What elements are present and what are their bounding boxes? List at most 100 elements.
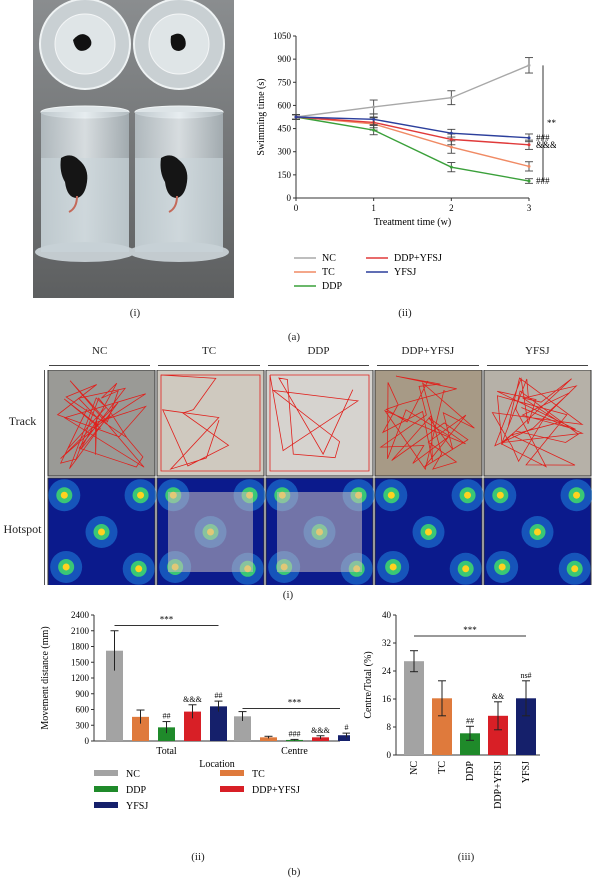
- y-tick-label: 900: [76, 689, 90, 699]
- legend-label-yfsj: YFSJ: [126, 801, 148, 812]
- group-header-ddp-yfsj: DDP+YFSJ: [377, 345, 479, 366]
- bar-centre-nc: [234, 716, 251, 741]
- x-tick-label: 0: [294, 203, 299, 213]
- y-tick-label: 16: [382, 694, 392, 704]
- bar-centre-ddp-yfsj: [312, 737, 329, 741]
- bar-ddp-yfsj: [488, 715, 508, 755]
- y-tick-label: 1050: [273, 31, 292, 41]
- swimming-time-chart: 0 150 300 450 600 750 900 1050 0 1 2 3 Treatment tim…: [256, 31, 556, 292]
- data-point-ddp-yfsj: [449, 137, 453, 141]
- hotspot-core: [137, 491, 145, 499]
- x-tick-label: 3: [527, 203, 532, 213]
- row-label-hotspot: Hotspot: [3, 522, 42, 536]
- data-point-nc: [372, 105, 376, 109]
- series-line-yfsj: [295, 116, 530, 139]
- y-tick-label: 300: [76, 720, 90, 730]
- series-line-ddp: [295, 116, 530, 182]
- sig-mark: ###: [289, 729, 301, 738]
- y-axis-title: Centre/Total (%): [363, 651, 374, 718]
- legend-label-tc: TC: [252, 769, 265, 780]
- sig-annotation: ***: [160, 615, 174, 625]
- bar-total-nc: [106, 650, 123, 741]
- y-tick-label: 2400: [71, 610, 90, 620]
- caption-b-ii: (ii): [191, 851, 205, 863]
- y-tick-label: 32: [382, 638, 391, 648]
- hotspot-core: [135, 565, 143, 573]
- hotspot-core: [534, 528, 541, 536]
- sig-annotation: ***: [547, 118, 556, 128]
- category-label-centre: Centre: [281, 746, 308, 757]
- y-tick-label: 150: [278, 170, 292, 180]
- data-point-tc: [449, 145, 453, 149]
- data-point-yfsj: [527, 136, 531, 140]
- data-point-nc: [527, 63, 531, 67]
- y-tick-label: 300: [278, 147, 292, 157]
- data-point-yfsj: [449, 131, 453, 135]
- legend-label-ddp-yfsj: DDP+YFSJ: [394, 253, 442, 264]
- legend-label-ddp: DDP: [126, 785, 146, 796]
- legend-swatch-ddp-yfsj: [220, 786, 244, 792]
- legend-label-tc: TC: [322, 267, 335, 278]
- swim-test-photo: [33, 0, 234, 298]
- y-axis-title: Swimming time (s): [256, 78, 267, 155]
- category-label-tc: TC: [437, 761, 448, 774]
- data-point-ddp: [449, 165, 453, 169]
- x-axis-title: Treatment time (w): [374, 217, 451, 228]
- bar-total-yfsj: [210, 706, 227, 741]
- sig-mark: &&&: [311, 726, 330, 735]
- y-tick-label: 24: [382, 666, 392, 676]
- bar-ddp: [460, 733, 480, 755]
- track-hotspot-grid: [47, 370, 592, 585]
- y-tick-label: 1800: [71, 642, 90, 652]
- bar-total-tc: [132, 716, 149, 741]
- sig-annotation: ***: [288, 697, 302, 707]
- group-header-yfsj: YFSJ: [486, 345, 588, 366]
- y-tick-label: 900: [278, 54, 292, 64]
- caption-a-ii: (ii): [398, 307, 412, 319]
- hotspot-core: [425, 528, 432, 536]
- category-label-ddp-yfsj: DDP+YFSJ: [493, 761, 504, 809]
- y-tick-label: 0: [85, 736, 90, 746]
- caption-b-i: (i): [282, 589, 294, 601]
- hotspot-haze: [168, 492, 253, 572]
- data-point-yfsj: [294, 115, 298, 119]
- bar-yfsj: [516, 698, 536, 755]
- data-point-tc: [527, 164, 531, 168]
- row-label-track: Track: [8, 414, 37, 428]
- sig-mark: ns#: [520, 671, 531, 680]
- sig-mark-ddp-yfsj: &&&: [536, 140, 556, 150]
- centre-total-chart: 0 8 16 24 32 40 Centre/Total (%) NC TC ## DDP && DDP…: [363, 610, 540, 809]
- sig-mark: &&: [492, 692, 505, 701]
- category-label-yfsj: YFSJ: [521, 761, 532, 783]
- data-point-ddp: [527, 179, 531, 183]
- legend-swatch-ddp: [94, 786, 118, 792]
- category-label-ddp: DDP: [465, 761, 476, 781]
- series-line-tc: [295, 116, 530, 168]
- data-point-nc: [449, 96, 453, 100]
- sig-mark: ##: [215, 691, 223, 700]
- y-tick-label: 1200: [71, 673, 90, 683]
- y-tick-label: 600: [76, 705, 90, 715]
- y-tick-label: 1500: [71, 657, 90, 667]
- sig-annotation: ***: [463, 625, 477, 635]
- bar-total-ddp-yfsj: [184, 711, 201, 741]
- series-line-nc: [295, 64, 530, 118]
- swim-test-illustration: [33, 0, 234, 298]
- y-tick-label: 600: [278, 100, 292, 110]
- data-point-ddp: [372, 128, 376, 132]
- y-tick-label: 750: [278, 77, 292, 87]
- hotspot-core: [573, 491, 581, 499]
- group-header-nc: NC: [49, 345, 151, 366]
- y-tick-label: 40: [382, 610, 392, 620]
- category-label-total: Total: [156, 746, 177, 757]
- caption-b: (b): [287, 866, 301, 878]
- x-axis-title: Location: [199, 759, 235, 770]
- bar-centre-yfsj: [338, 735, 350, 741]
- sig-mark: &&&: [183, 695, 202, 704]
- hotspot-core: [60, 491, 68, 499]
- legend-label-nc: NC: [126, 769, 140, 780]
- group-headers: NC TC DDP DDP+YFSJ YFSJ: [45, 345, 592, 369]
- legend-label-nc: NC: [322, 253, 336, 264]
- group-header-tc: TC: [158, 345, 260, 366]
- series-line-ddp-yfsj: [295, 116, 530, 146]
